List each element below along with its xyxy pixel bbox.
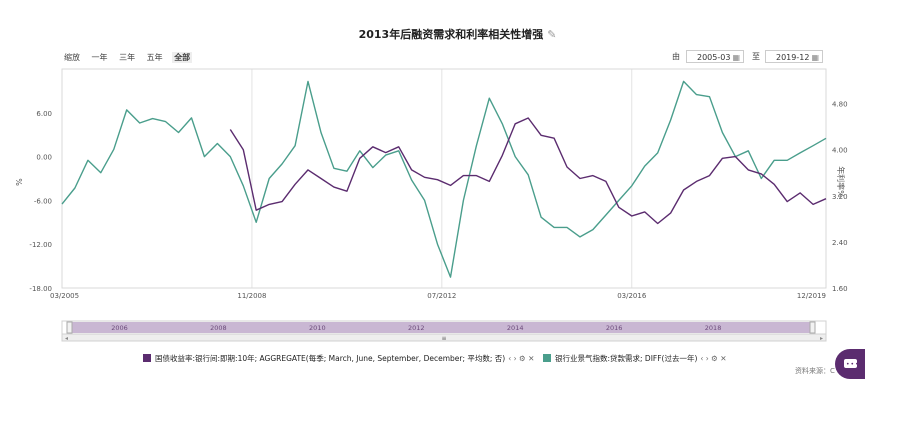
x-tick-label: 11/2008	[237, 292, 266, 300]
zoom-selector: 缩放 一年 三年 五年 全部	[62, 52, 197, 63]
range-from-value: 2005-03	[697, 53, 731, 62]
chat-dots: •••	[846, 361, 860, 368]
navigator[interactable]: 2006 2008 2010 2012 2014 2016 2018 ≡ ◂ ▸	[61, 320, 827, 342]
series-line-loan-demand[interactable]	[61, 80, 827, 278]
x-axis: 03/2005 11/2008 07/2012 03/2016 12/2019	[50, 292, 826, 300]
right-axis-label: 年利率%	[836, 166, 846, 198]
scroll-right-icon[interactable]: ▸	[820, 335, 823, 342]
plot-frame	[61, 68, 827, 289]
legend-controls-icon[interactable]: ‹ › ⚙ ✕	[508, 354, 535, 363]
navigator-selection	[70, 322, 812, 333]
zoom-label: 缩放	[64, 53, 80, 62]
range-to-label: 至	[752, 52, 760, 61]
navigator-year-label: 2014	[507, 324, 524, 332]
legend-swatch-bond-yield	[143, 354, 151, 362]
x-tick-label: 07/2012	[427, 292, 456, 300]
calendar-icon[interactable]: ▦	[811, 53, 819, 62]
right-tick-label: 2.40	[832, 239, 848, 247]
left-tick-label: -6.00	[34, 197, 52, 205]
right-tick-label: 1.60	[832, 285, 848, 293]
navigator-years: 2006 2008 2010 2012 2014 2016 2018	[111, 324, 721, 332]
range-from-input[interactable]: 2005-03 ▦	[686, 50, 744, 63]
zoom-option-all[interactable]: 全部	[172, 52, 193, 63]
pencil-icon[interactable]: ✎	[547, 28, 557, 41]
range-to-input[interactable]: 2019-12 ▦	[765, 50, 823, 63]
left-tick-label: -12.00	[29, 241, 52, 249]
legend-label-loan-demand: 银行业景气指数:贷款需求; DIFF(过去一年)	[555, 354, 698, 363]
legend-item-loan-demand[interactable]: 银行业景气指数:贷款需求; DIFF(过去一年) ‹ › ⚙ ✕	[543, 353, 727, 364]
range-to-value: 2019-12	[776, 53, 810, 62]
source-text: 资料来源：C	[795, 367, 835, 375]
legend-item-bond-yield[interactable]: 国债收益率:银行间:即期:10年; AGGREGATE(每季; March, J…	[143, 353, 534, 364]
left-tick-label: 6.00	[36, 110, 52, 118]
left-tick-label: 0.00	[36, 154, 52, 162]
zoom-option-1y[interactable]: 一年	[91, 53, 108, 62]
navigator-year-label: 2016	[606, 324, 623, 332]
scrollbar-handle[interactable]: ≡	[441, 335, 446, 342]
range-from-label: 由	[672, 52, 680, 61]
series-line-bond-yield[interactable]	[229, 117, 827, 225]
left-tick-label: -18.00	[29, 285, 52, 293]
zoom-option-3y[interactable]: 三年	[119, 53, 136, 62]
navigator-year-label: 2008	[210, 324, 227, 332]
right-tick-label: 4.80	[832, 101, 848, 109]
chat-button[interactable]: •••	[835, 349, 865, 379]
series-lines	[61, 80, 827, 278]
x-tick-label: 03/2005	[50, 292, 79, 300]
navigator-handle-left[interactable]	[66, 321, 73, 334]
zoom-option-5y[interactable]: 五年	[146, 53, 163, 62]
legend-label-bond-yield: 国债收益率:银行间:即期:10年; AGGREGATE(每季; March, J…	[155, 354, 506, 363]
chat-bubble-icon	[844, 359, 857, 368]
left-axis: 6.00 0.00 -6.00 -12.00 -18.00	[29, 110, 52, 293]
chart-title-text: 2013年后融资需求和利率相关性增强	[358, 28, 544, 41]
navigator-year-label: 2012	[408, 324, 425, 332]
navigator-year-label: 2010	[309, 324, 326, 332]
navigator-handle-right[interactable]	[809, 321, 816, 334]
calendar-icon[interactable]: ▦	[732, 53, 740, 62]
left-axis-label: %	[15, 178, 24, 186]
navigator-scrollbar[interactable]	[61, 333, 827, 342]
legend-swatch-loan-demand	[543, 354, 551, 362]
x-tick-label: 03/2016	[617, 292, 647, 300]
x-tick-label: 12/2019	[797, 292, 826, 300]
right-tick-label: 3.20	[832, 193, 848, 201]
right-axis: 4.80 4.00 3.20 2.40 1.60	[832, 101, 848, 293]
navigator-year-label: 2006	[111, 324, 128, 332]
legend-controls-icon[interactable]: ‹ › ⚙ ✕	[700, 354, 727, 363]
scroll-left-icon[interactable]: ◂	[65, 335, 68, 342]
navigator-year-label: 2018	[705, 324, 722, 332]
chart-title: 2013年后融资需求和利率相关性增强 ✎	[0, 26, 915, 42]
right-tick-label: 4.00	[832, 147, 848, 155]
